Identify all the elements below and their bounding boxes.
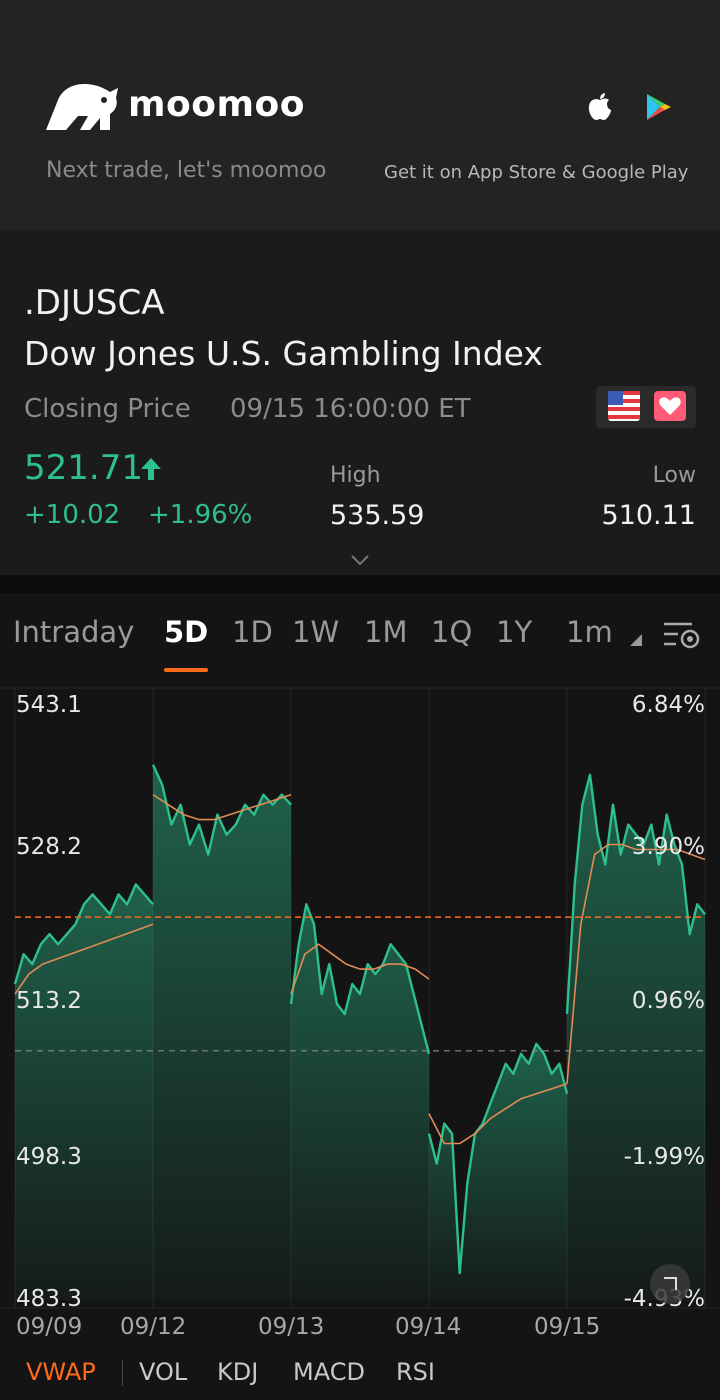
chart-settings-icon[interactable] (662, 618, 702, 652)
vwap-lines (14, 793, 706, 1145)
tab-1w[interactable]: 1W (292, 615, 340, 649)
price-change: +10.02 (24, 500, 121, 530)
x-label-0: 09/09 (16, 1314, 83, 1340)
closing-price-label: Closing Price (24, 394, 191, 424)
vwap-line-day-1 (152, 793, 292, 821)
y-tick-label: 543.1 (16, 692, 82, 718)
price-chart[interactable]: 543.1 528.2 513.2 498.3 483.3 6.84% 3.90% 0.96… (0, 686, 720, 1316)
last-price: 521.71 (24, 448, 143, 488)
x-label-1: 09/12 (120, 1314, 187, 1340)
price-line-day-0 (13, 883, 154, 985)
price-line-day-1 (151, 764, 292, 856)
y-tick-label: 513.2 (16, 988, 82, 1014)
indicator-vol[interactable]: VOL (139, 1358, 188, 1386)
closing-timestamp: 09/15 16:00:00 ET (230, 394, 471, 424)
high-label: High (330, 463, 381, 488)
store-link[interactable]: Get it on App Store & Google Play (384, 162, 689, 183)
indicator-kdj[interactable]: KDJ (217, 1358, 259, 1386)
dropdown-triangle-icon[interactable] (630, 634, 642, 646)
us-flag-icon (608, 391, 640, 421)
low-value: 510.11 (601, 500, 696, 531)
price-line-day-4 (565, 773, 706, 1015)
pct-tick-label: 6.84% (632, 692, 705, 718)
y-tick-label: 528.2 (16, 834, 82, 860)
fullscreen-button[interactable] (650, 1264, 690, 1304)
active-tab-indicator (164, 668, 208, 672)
moomoo-logo-icon (46, 84, 118, 130)
price-area (15, 764, 705, 1300)
arrow-up-icon (141, 458, 161, 480)
price-area-day-0 (15, 884, 153, 1300)
x-label-3: 09/14 (395, 1314, 462, 1340)
vwap-line-day-3 (428, 1082, 568, 1145)
tab-1y[interactable]: 1Y (496, 615, 533, 649)
tab-5d[interactable]: 5D (164, 615, 209, 649)
vwap-line-day-0 (14, 923, 154, 995)
reference-lines (15, 916, 705, 1052)
pct-tick-label: -1.99% (624, 1144, 705, 1170)
indicator-rsi[interactable]: RSI (396, 1358, 435, 1386)
favorite-heart-icon[interactable] (654, 391, 686, 421)
tab-intraday[interactable]: Intraday (13, 615, 135, 649)
price-lines (13, 764, 706, 1275)
brand-name: moomoo (128, 84, 305, 125)
tagline: Next trade, let's moomoo (46, 158, 327, 183)
apple-icon[interactable] (586, 92, 614, 122)
price-line-day-2 (289, 903, 431, 1055)
price-change-percent: +1.96% (148, 500, 253, 530)
index-name: Dow Jones U.S. Gambling Index (24, 334, 543, 373)
section-divider (0, 575, 720, 593)
y-axis-labels: 543.1 528.2 513.2 498.3 483.3 (16, 692, 82, 1312)
price-area-day-4 (567, 774, 705, 1300)
pct-tick-label: 3.90% (632, 834, 705, 860)
pct-tick-label: 0.96% (632, 988, 705, 1014)
x-label-2: 09/13 (258, 1314, 325, 1340)
price-line-day-3 (427, 1042, 569, 1275)
indicator-vwap[interactable]: VWAP (26, 1358, 96, 1386)
vwap-line-day-4 (566, 843, 706, 1084)
low-label: Low (652, 463, 696, 488)
price-area-day-1 (153, 764, 291, 1300)
indicator-divider (122, 1360, 123, 1386)
tab-1q[interactable]: 1Q (431, 615, 473, 649)
ticker-symbol: .DJUSCA (24, 283, 165, 323)
expand-icon (664, 1277, 677, 1290)
price-area-day-2 (291, 904, 429, 1300)
tab-interval[interactable]: 1m (566, 615, 613, 649)
x-label-4: 09/15 (534, 1314, 601, 1340)
y-tick-label: 498.3 (16, 1144, 82, 1170)
vwap-line-day-2 (290, 943, 430, 995)
y-tick-label: 483.3 (16, 1286, 82, 1312)
high-value: 535.59 (330, 500, 425, 531)
timeframe-tabs (0, 593, 720, 675)
indicator-macd[interactable]: MACD (293, 1358, 365, 1386)
chevron-down-icon[interactable] (350, 554, 370, 566)
tab-1m[interactable]: 1M (364, 615, 408, 649)
google-play-icon[interactable] (644, 92, 672, 122)
tab-1d[interactable]: 1D (232, 615, 273, 649)
